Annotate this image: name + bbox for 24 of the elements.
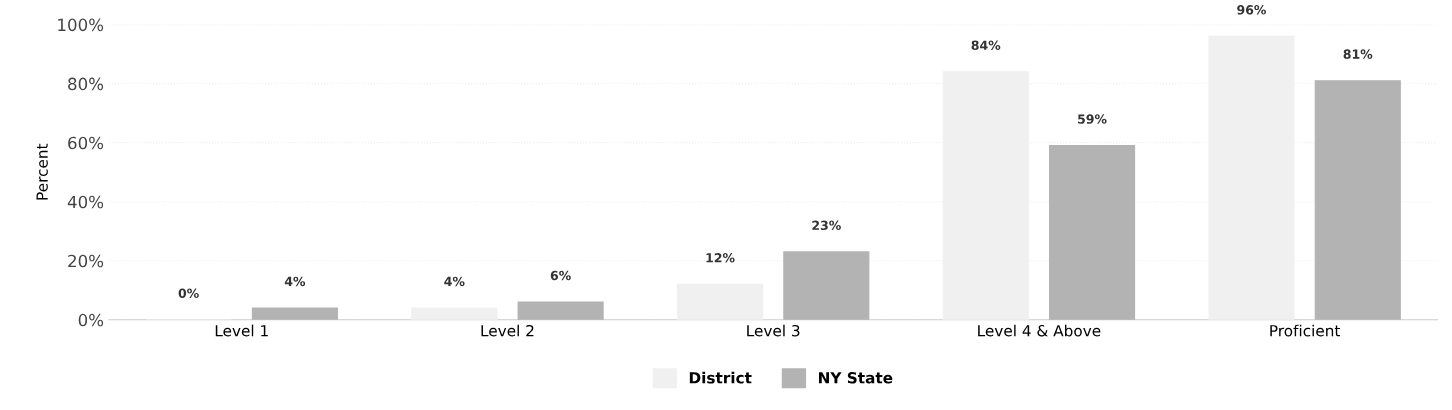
data-label: 81% [1343, 49, 1373, 59]
y-tick-label: 40% [67, 195, 104, 209]
x-tick-label: Level 1 [215, 324, 268, 337]
data-label: 96% [1237, 5, 1267, 15]
x-tick-label: Level 3 [747, 324, 800, 337]
y-tick-label: 60% [68, 136, 104, 150]
y-tick-label: 100% [58, 18, 104, 32]
data-label: 84% [971, 40, 1001, 50]
y-tick-label: 0% [78, 313, 104, 327]
y-tick-label: 20% [68, 254, 104, 268]
data-label: 59% [1078, 114, 1107, 124]
data-label: 4% [444, 276, 465, 287]
y-axis-title: Percent [36, 143, 48, 200]
data-label: 6% [550, 270, 571, 281]
legend-label: NY State [819, 372, 893, 384]
x-tick-label: Level 4 & Above [978, 324, 1101, 337]
y-tick-label: 80% [68, 77, 104, 91]
data-label: 0% [178, 288, 199, 298]
x-tick-label: Proficient [1270, 324, 1341, 337]
data-label: 12% [706, 253, 735, 263]
data-label: 4% [284, 276, 306, 287]
x-tick-label: Level 2 [481, 324, 534, 337]
data-label: 23% [812, 220, 841, 231]
legend-label: District [689, 371, 752, 384]
